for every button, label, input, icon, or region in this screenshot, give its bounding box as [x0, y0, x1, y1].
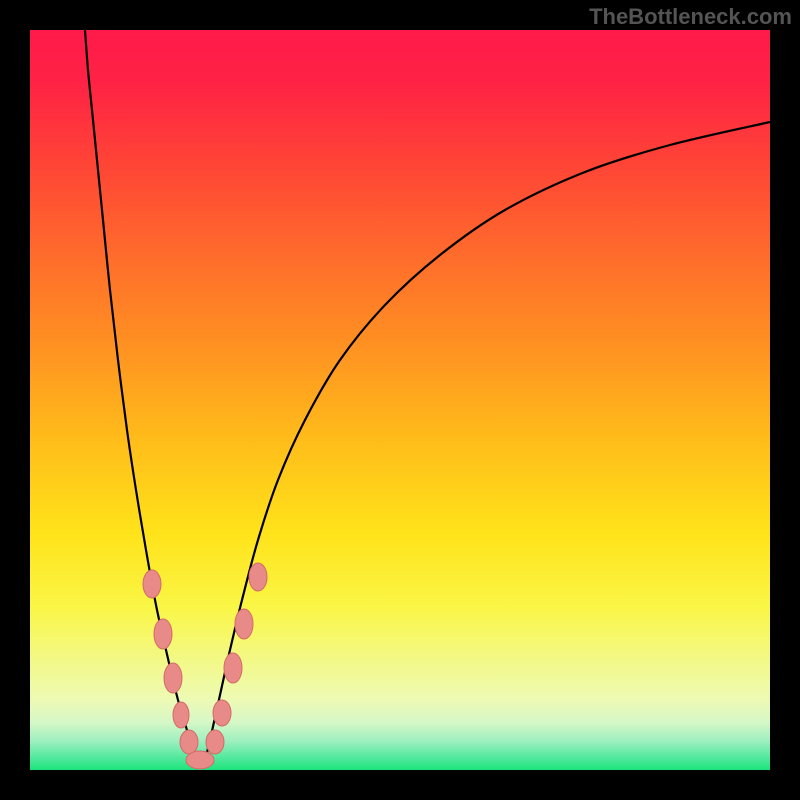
data-marker — [180, 730, 198, 754]
data-marker — [213, 700, 231, 726]
data-marker — [224, 653, 242, 683]
gradient-background — [30, 30, 770, 770]
data-marker — [249, 563, 267, 591]
data-marker — [143, 570, 161, 598]
data-marker — [173, 702, 189, 728]
chart-svg — [30, 30, 770, 770]
data-marker — [206, 730, 224, 754]
data-marker — [186, 751, 214, 769]
data-marker — [164, 663, 182, 693]
plot-area — [30, 30, 770, 770]
data-marker — [154, 619, 172, 649]
chart-container: TheBottleneck.com — [0, 0, 800, 800]
data-marker — [235, 609, 253, 639]
watermark-text: TheBottleneck.com — [589, 4, 792, 30]
